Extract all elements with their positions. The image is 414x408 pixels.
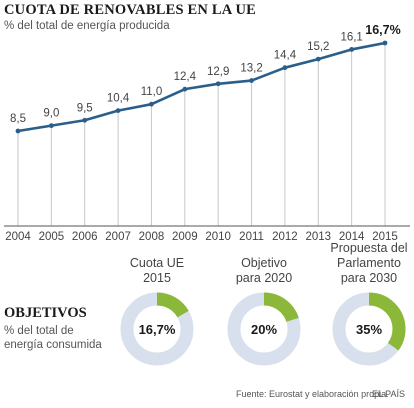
donut-value-3: 35% [356,322,382,337]
x-tick-2004: 2004 [5,231,31,243]
data-label-2012: 14,4 [274,50,297,62]
x-tick-2012: 2012 [272,231,298,243]
data-label-2013: 15,2 [307,41,329,53]
donut-label-line: Objetivo [241,256,287,270]
data-point-2012 [282,65,288,71]
data-point-2011 [249,78,254,83]
donut-value-2: 20% [251,322,277,337]
data-label-2015: 16,7% [365,23,400,37]
donut-label-2: Objetivo para 2020 [236,256,292,286]
x-tick-2010: 2010 [205,231,231,243]
data-point-2014 [349,47,355,52]
objectives-title: OBJETIVOS [4,305,87,321]
data-point-2004 [15,128,21,134]
data-point-2005 [48,123,54,129]
publisher-brand: EL PAÍS [372,389,406,399]
data-label-2004: 8,5 [10,113,26,125]
donut-value-1: 16,7% [139,322,176,337]
donut-label-1: Cuota UE 2015 [130,256,184,286]
data-label-2014: 16,1 [340,31,362,43]
x-tick-2006: 2006 [72,231,98,243]
data-point-2013 [315,56,321,62]
donut-label-3: Propuesta del Parlamento para 2030 [330,241,407,286]
series-line [17,41,386,133]
data-point-2009 [182,86,188,92]
chart-title: CUOTA DE RENOVABLES EN LA UE [4,2,257,18]
data-label-2009: 12,4 [174,71,197,83]
donut-label-line: Propuesta del [330,241,408,255]
x-tick-2011: 2011 [239,231,264,243]
data-point-2006 [82,117,88,123]
x-tick-2008: 2008 [139,231,165,243]
donut-arc-2 [227,292,301,366]
data-label-2006: 9,5 [77,102,93,114]
x-tick-2014: 2014 [339,231,365,243]
renewables-line-chart: 8,5 2004 9,0 2005 9,5 2006 10,4 2007 11,0 2008 12,… [4,23,410,243]
data-label-2010: 12,9 [207,66,229,78]
donut-label-line: para 2030 [340,271,398,285]
data-label-2008: 11,0 [141,86,163,98]
data-label-2011: 13,2 [240,63,262,75]
data-point-2010 [215,81,221,87]
donut-label-line: 2015 [143,271,171,285]
source-note: Fuente: Eurostat y elaboración propia. [236,389,389,399]
data-label-2005: 9,0 [43,108,59,120]
data-label-2007: 10,4 [107,93,130,105]
x-tick-2009: 2009 [172,231,198,243]
data-point-2015 [382,40,388,46]
objectives-subtitle: % del total de energía consumida [4,325,102,351]
donut-label-line: Parlamento [337,256,401,270]
x-tick-2005: 2005 [39,231,65,243]
donut-arc-1 [120,292,194,366]
donut-label-line: para 2020 [235,271,293,285]
donut-arc-3 [332,292,406,366]
x-tick-2007: 2007 [105,231,131,243]
x-tick-2013: 2013 [305,231,331,243]
chart-subtitle: % del total de energía producida [4,20,170,32]
data-point-2008 [149,101,154,107]
x-tick-2015: 2015 [372,231,398,243]
donut-label-line: Cuota UE [129,256,185,270]
data-point-2007 [115,108,121,114]
